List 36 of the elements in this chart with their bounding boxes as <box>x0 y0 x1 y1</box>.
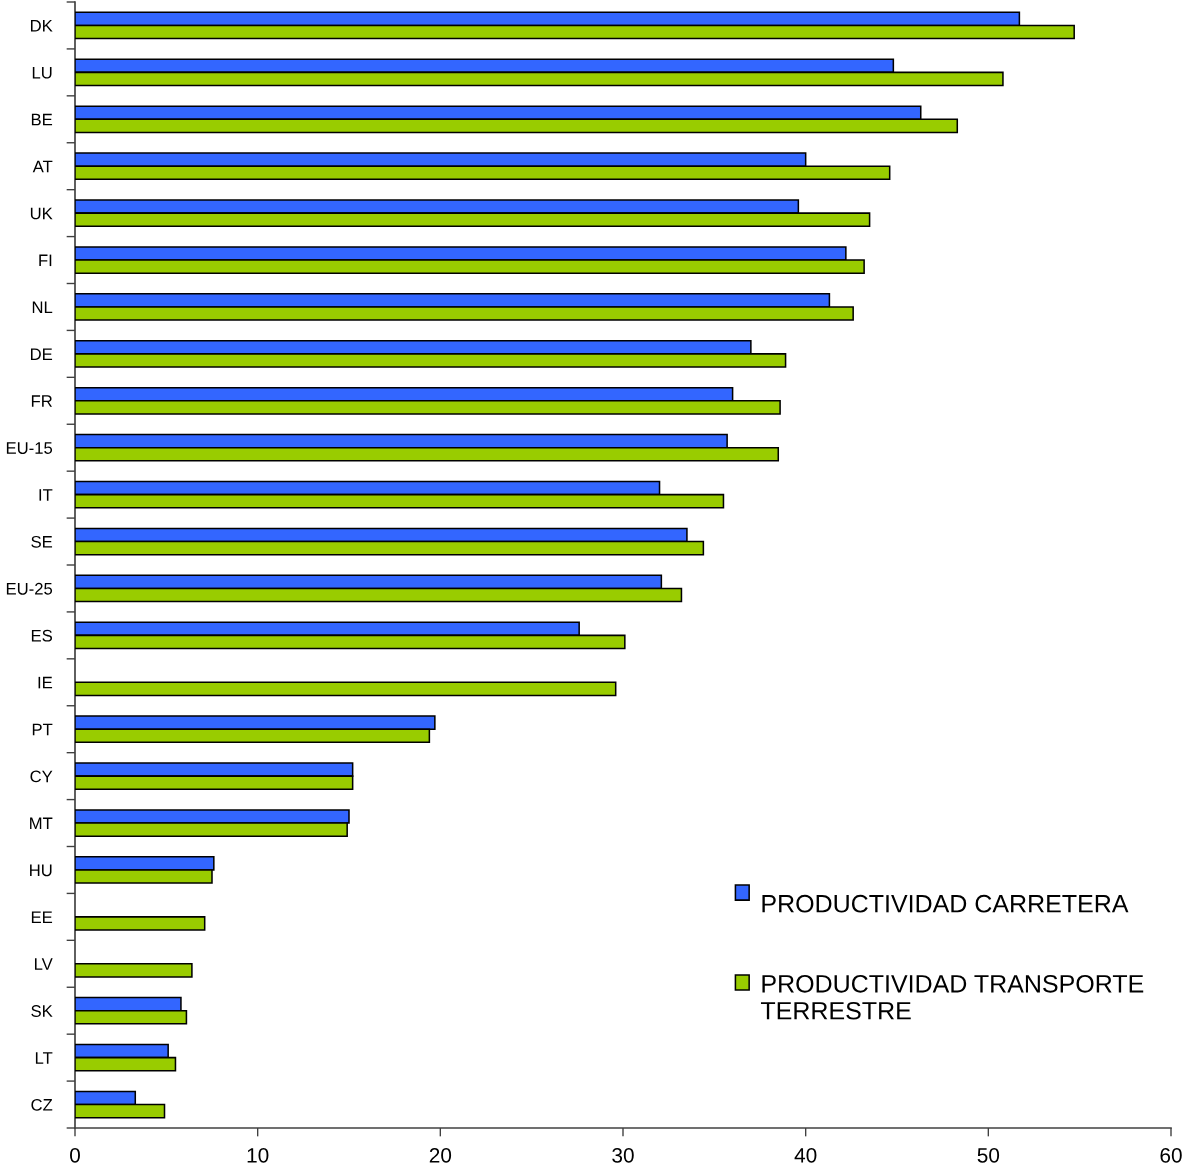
y-tick-label: AT <box>32 160 53 173</box>
y-tick-label: EU-15 <box>6 442 53 454</box>
y-tick-label: NL <box>32 301 53 313</box>
y-tick-label: UK <box>30 207 53 220</box>
y-tick-label: BE <box>31 113 53 126</box>
y-tick-label: LT <box>35 1052 53 1064</box>
y-tick-label: IT <box>39 489 53 501</box>
x-tick-label: 0 <box>70 1147 80 1163</box>
y-tick-label: LV <box>34 958 53 970</box>
y-tick-label: CZ <box>31 1098 53 1111</box>
y-tick-label: IE <box>38 676 53 689</box>
y-tick-label: FR <box>31 395 53 407</box>
x-tick-label: 40 <box>794 1147 817 1163</box>
bar <box>75 916 206 931</box>
y-tick-label: ES <box>31 629 53 642</box>
y-tick-label: HU <box>30 864 52 877</box>
x-tick-label: 30 <box>612 1147 634 1163</box>
x-tick-label: 10 <box>247 1147 269 1163</box>
y-tick-label: DE <box>30 348 53 360</box>
y-tick-label: CY <box>30 770 53 783</box>
x-tick-label: 20 <box>429 1147 452 1163</box>
legend-label: PRODUCTIVIDAD TRANSPORTE TERRESTRE <box>760 974 1144 1020</box>
y-tick-label: MT <box>30 817 53 830</box>
x-tick-label: 60 <box>1160 1147 1182 1163</box>
y-tick-label: PT <box>32 723 53 736</box>
legend-label: PRODUCTIVIDAD CARRETERA <box>762 894 1129 913</box>
y-tick-label: EU-25 <box>6 582 53 595</box>
y-tick-label: DK <box>30 20 53 32</box>
y-tick-label: SK <box>31 1005 53 1017</box>
y-tick-label: FI <box>39 254 52 267</box>
bar <box>75 963 193 978</box>
y-tick-label: EE <box>31 911 53 923</box>
bar <box>75 681 617 697</box>
y-tick-label: LU <box>32 66 52 79</box>
y-tick-label: SE <box>31 535 53 548</box>
x-tick-label: 50 <box>977 1147 1000 1163</box>
